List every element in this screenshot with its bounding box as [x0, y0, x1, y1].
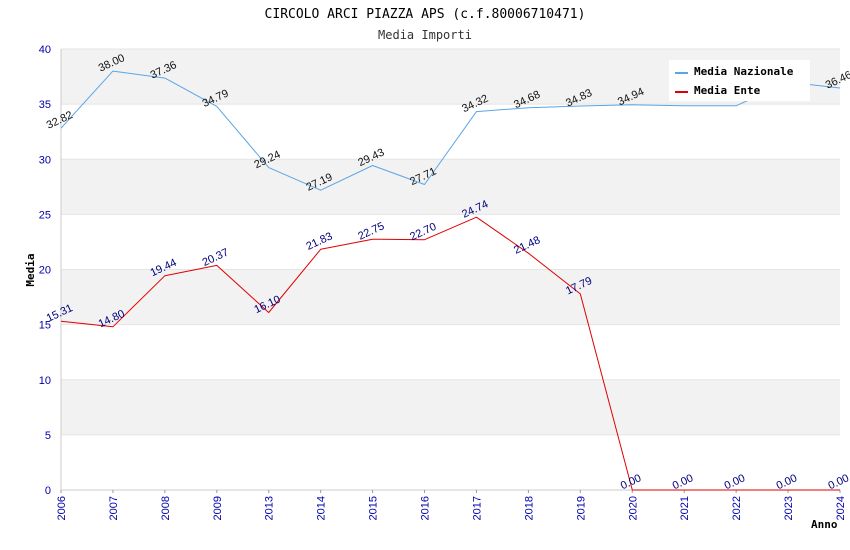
- legend: Media Nazionale Media Ente: [669, 60, 810, 101]
- y-tick-label: 20: [39, 265, 51, 277]
- x-axis-ticks: 2006 2007 2008 2009 2013 2014 2015 2016 2017 2018…: [56, 490, 847, 520]
- x-tick-label: 2015: [368, 496, 380, 520]
- x-tick-label: 2018: [523, 496, 535, 520]
- x-tick-label: 2016: [420, 496, 432, 520]
- plot-band: [61, 324, 840, 380]
- y-tick-label: 25: [39, 209, 51, 221]
- series-line-media-ente: [60, 216, 840, 491]
- x-tick-label: 2024: [835, 496, 847, 520]
- x-tick-label: 2017: [471, 496, 483, 520]
- y-tick-label: 30: [39, 154, 51, 166]
- y-axis-ticks: 0 5 10 15 20 25 30 35 40: [39, 44, 51, 497]
- series-line-media-nazionale: [60, 70, 841, 191]
- legend-label-media-ente: Media Ente: [694, 84, 761, 97]
- x-tick-label: 2014: [316, 496, 328, 520]
- plot-band: [61, 104, 840, 160]
- chart-subtitle: Media Importi: [378, 28, 472, 42]
- x-tick-label: 2023: [783, 496, 795, 520]
- y-tick-label: 35: [39, 99, 51, 111]
- x-tick-label: 2020: [627, 496, 639, 520]
- y-axis-label: Media: [24, 253, 37, 286]
- plot-background-bands: [61, 49, 840, 490]
- x-tick-label: 2021: [679, 496, 691, 520]
- plot-band: [61, 214, 840, 270]
- x-axis-label: Anno: [811, 518, 838, 531]
- plot-band: [61, 434, 840, 490]
- x-tick-label: 2019: [575, 496, 587, 520]
- x-tick-label: 2007: [108, 496, 120, 520]
- y-tick-label: 15: [39, 320, 51, 332]
- x-tick-label: 2006: [56, 496, 68, 520]
- x-tick-label: 2022: [731, 496, 743, 520]
- x-tick-label: 2013: [264, 496, 276, 520]
- y-tick-label: 40: [39, 44, 51, 56]
- plot-band: [61, 379, 840, 435]
- plot-band: [61, 159, 840, 215]
- x-tick-label: 2008: [160, 496, 172, 520]
- legend-label-media-nazionale: Media Nazionale: [694, 65, 794, 78]
- chart-title: CIRCOLO ARCI PIAZZA APS (c.f.80006710471…: [265, 7, 586, 22]
- plot-band: [61, 269, 840, 325]
- series-lines: [60, 70, 841, 491]
- y-tick-label: 10: [39, 375, 51, 387]
- x-tick-label: 2009: [212, 496, 224, 520]
- legend-box: [669, 60, 810, 101]
- y-tick-label: 5: [45, 430, 51, 442]
- y-tick-label: 0: [45, 485, 51, 497]
